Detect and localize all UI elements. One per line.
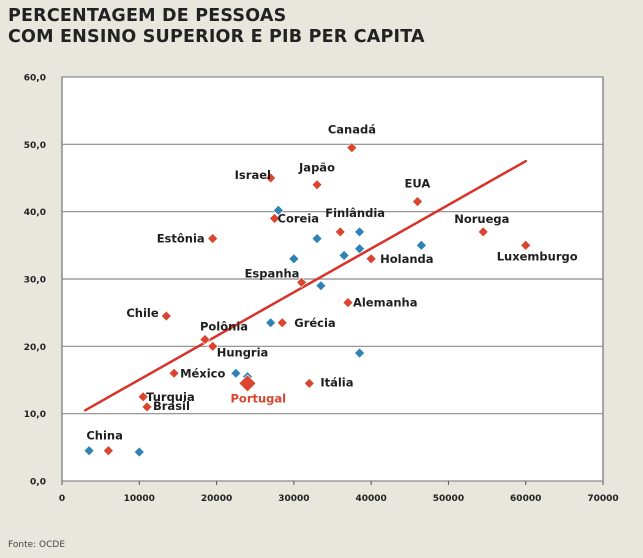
data-point-unlabeled <box>288 253 300 265</box>
data-label: México <box>180 366 225 380</box>
data-point-unlabeled <box>415 239 427 251</box>
data-point-japão <box>311 179 323 191</box>
y-tick-label: 40,0 <box>24 208 46 218</box>
data-label: Turquia <box>146 390 195 404</box>
x-tick-label: 0 <box>59 494 65 504</box>
data-point-unlabeled <box>230 367 242 379</box>
data-point-unlabeled <box>338 250 350 261</box>
data-point-unlabeled <box>354 347 365 359</box>
data-label: Brasil <box>153 399 190 413</box>
data-point-estônia <box>207 233 219 245</box>
data-point-unlabeled <box>311 233 323 245</box>
data-label: Finlândia <box>325 206 385 220</box>
data-point-china <box>102 445 114 457</box>
data-point-unlabeled <box>133 446 145 458</box>
y-tick-label: 10,0 <box>24 410 46 420</box>
data-label: Polônia <box>200 320 248 334</box>
x-tick-label: 30000 <box>278 494 309 504</box>
data-label: Portugal <box>230 391 286 405</box>
data-point-itália <box>303 377 315 389</box>
data-point-alemanha <box>342 297 354 308</box>
data-label: Grécia <box>294 316 335 330</box>
data-point-eua <box>412 196 423 207</box>
title-line-2: COM ENSINO SUPERIOR E PIB PER CAPITA <box>8 27 425 47</box>
chart-title: PERCENTAGEM DE PESSOAS COM ENSINO SUPERI… <box>8 6 425 48</box>
data-point-polônia <box>199 334 211 346</box>
trend-line <box>83 159 527 412</box>
x-tick-label: 70000 <box>587 494 618 504</box>
data-point-méxico <box>168 367 180 379</box>
data-label: Chile <box>126 306 159 320</box>
data-point-grécia <box>276 317 288 329</box>
data-point-unlabeled <box>315 280 327 292</box>
data-label: Canadá <box>328 123 376 137</box>
title-line-1: PERCENTAGEM DE PESSOAS <box>8 6 287 26</box>
data-label: Noruega <box>454 212 509 226</box>
data-point-canadá <box>346 142 358 154</box>
y-tick-label: 50,0 <box>24 141 46 151</box>
data-point-israel <box>265 172 277 184</box>
data-point-holanda <box>365 253 377 265</box>
x-tick-label: 50000 <box>433 494 464 504</box>
data-point-portugal <box>238 374 257 393</box>
data-point-unlabeled <box>272 204 284 216</box>
data-label: Holanda <box>380 252 433 266</box>
data-label: Luxemburgo <box>497 249 578 263</box>
data-point-finlândia <box>334 226 346 238</box>
data-label: Itália <box>320 375 353 389</box>
x-tick-label: 40000 <box>355 494 386 504</box>
data-point-hungria <box>207 340 219 352</box>
data-point-espanha <box>296 276 308 288</box>
data-point-brasil <box>141 401 153 413</box>
data-label: Israel <box>235 168 271 182</box>
data-label: Estônia <box>157 232 205 246</box>
data-point-chile <box>160 310 172 322</box>
data-label: Coreia <box>278 211 320 225</box>
data-label: Espanha <box>245 266 300 280</box>
data-point-unlabeled <box>83 445 95 457</box>
data-label: Alemanha <box>353 296 418 310</box>
data-point-noruega <box>477 226 489 238</box>
x-tick-label: 60000 <box>510 494 541 504</box>
source-note: Fonte: OCDE <box>8 540 66 550</box>
data-label: Hungria <box>217 345 269 359</box>
y-tick-label: 20,0 <box>24 343 46 353</box>
data-label: EUA <box>405 177 431 191</box>
y-tick-label: 60,0 <box>24 74 46 84</box>
data-point-unlabeled <box>265 317 277 329</box>
y-tick-label: 0,0 <box>30 478 46 488</box>
y-tick-label: 30,0 <box>24 276 46 286</box>
data-point-luxemburgo <box>520 239 532 251</box>
data-point-turquia <box>137 391 149 403</box>
data-label: Japão <box>298 161 335 175</box>
x-tick-label: 10000 <box>124 494 155 504</box>
data-point-coreia <box>269 212 280 224</box>
data-point-unlabeled <box>354 226 365 238</box>
data-point-unlabeled <box>354 243 365 255</box>
x-tick-label: 20000 <box>201 494 232 504</box>
data-label: China <box>86 429 123 443</box>
